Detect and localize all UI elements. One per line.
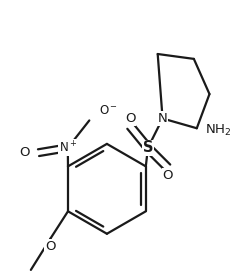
Text: O: O [162,169,173,182]
Text: N: N [158,112,168,125]
Text: NH$_2$: NH$_2$ [205,123,231,138]
Text: S: S [143,140,153,155]
Text: O: O [20,146,30,159]
Text: N$^+$: N$^+$ [59,140,77,155]
Text: O$^-$: O$^-$ [99,104,118,117]
Text: O: O [45,240,56,253]
Text: O: O [125,112,136,125]
